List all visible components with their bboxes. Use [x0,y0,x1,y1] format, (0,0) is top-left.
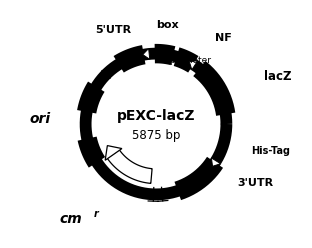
Polygon shape [107,150,152,183]
Text: r: r [93,209,98,219]
Text: promoter: promoter [170,56,212,65]
Polygon shape [105,146,122,160]
Text: 5875 bp: 5875 bp [132,129,180,142]
Polygon shape [143,49,150,59]
Polygon shape [211,158,221,166]
Text: 3'UTR: 3'UTR [238,178,274,188]
Polygon shape [189,61,198,70]
Text: cm: cm [60,212,82,226]
Text: lacZ: lacZ [264,70,291,83]
Text: His-Tag: His-Tag [251,146,290,156]
Polygon shape [102,70,111,79]
Text: pEXC-lacZ: pEXC-lacZ [117,109,195,123]
Text: ori: ori [29,112,51,126]
Text: 5'UTR: 5'UTR [95,25,131,35]
Text: box: box [156,20,179,30]
Text: NF: NF [215,33,232,43]
